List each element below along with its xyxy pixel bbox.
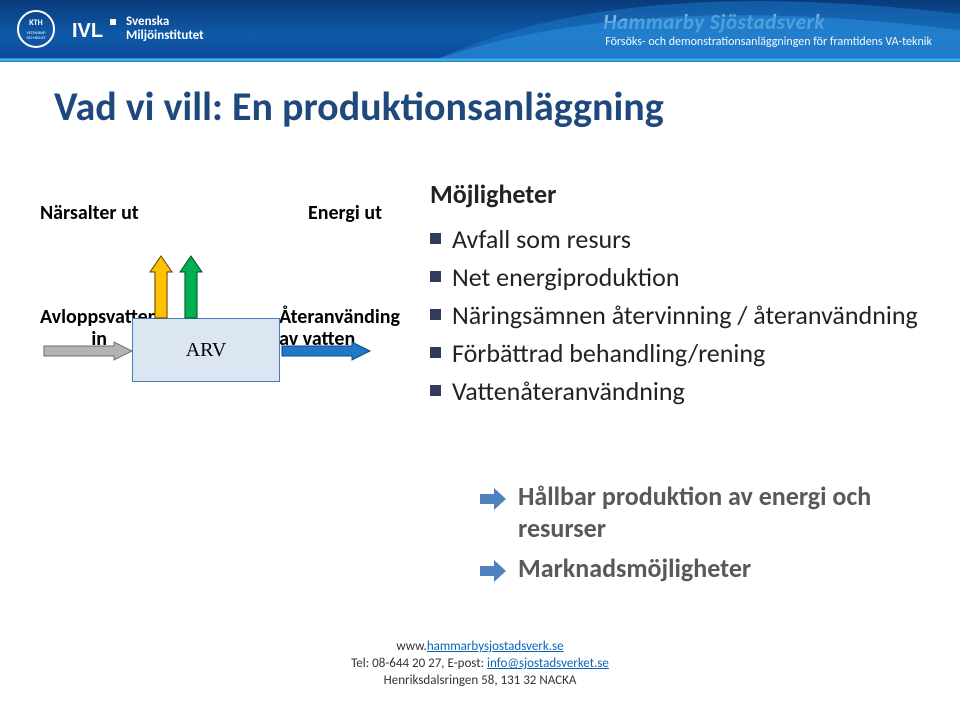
kth-logo-icon: KTH VETENSKAP OCH KONST	[16, 9, 56, 49]
opportunity-item: Vattenåteranvändning	[430, 372, 930, 410]
footer-link-site[interactable]: hammarbysjostadsverk.se	[427, 639, 564, 654]
header-rule	[0, 58, 960, 62]
arrow-right-icon	[478, 484, 508, 514]
opportunity-item: Net energiproduktion	[430, 258, 930, 296]
ivl-line1: Svenska	[126, 15, 204, 29]
svg-text:IVL: IVL	[72, 20, 103, 42]
ivl-text: Svenska Miljöinstitutet	[126, 15, 204, 43]
flow-diagram: Närsalter ut Energi ut Avloppsvatten in …	[40, 200, 400, 460]
ivl-logo-icon: IVL	[70, 15, 118, 43]
conclusion-row: Marknadsmöjligheter	[478, 552, 938, 586]
arrow-right-icon	[478, 556, 508, 586]
header-bar: KTH VETENSKAP OCH KONST IVL Svenska Milj…	[0, 0, 960, 58]
opportunities-list: Avfall som resursNet energiproduktionNär…	[430, 220, 930, 410]
ivl-line2: Miljöinstitutet	[126, 29, 204, 43]
conclusions-block: Hållbar produktion av energi och resurse…	[478, 480, 938, 594]
svg-text:OCH KONST: OCH KONST	[26, 36, 45, 41]
conclusion-text: Marknadsmöjligheter	[518, 552, 751, 584]
opportunity-item: Förbättrad behandling/rening	[430, 334, 930, 372]
flow-arrows	[40, 200, 400, 460]
footer-link-email[interactable]: info@sjostadsverket.se	[487, 656, 609, 671]
opportunities-block: Möjligheter Avfall som resursNet energip…	[430, 178, 930, 410]
opportunities-heading: Möjligheter	[430, 178, 930, 210]
footer-line3: Henriksdalsringen 58, 131 32 NACKA	[0, 672, 960, 689]
conclusion-row: Hållbar produktion av energi och resurse…	[478, 480, 938, 544]
footer: www.hammarbysjostadsverk.se Tel: 08-644 …	[0, 638, 960, 689]
slide: KTH VETENSKAP OCH KONST IVL Svenska Milj…	[0, 0, 960, 717]
conclusion-text: Hållbar produktion av energi och resurse…	[518, 480, 938, 544]
footer-line1: www.hammarbysjostadsverk.se	[0, 638, 960, 655]
footer-line2: Tel: 08-644 20 27, E-post: info@sjostads…	[0, 655, 960, 672]
ivl-logo: IVL Svenska Miljöinstitutet	[70, 15, 204, 43]
svg-text:KTH: KTH	[29, 18, 42, 28]
brand-tagline: Försöks- och demonstrationsanläggningen …	[603, 35, 932, 49]
opportunity-item: Näringsämnen återvinning / återanvändnin…	[430, 296, 930, 334]
opportunity-item: Avfall som resurs	[430, 220, 930, 258]
header-swoosh-icon	[440, 0, 960, 58]
page-title: Vad vi vill: En produktionsanläggning	[54, 82, 664, 131]
